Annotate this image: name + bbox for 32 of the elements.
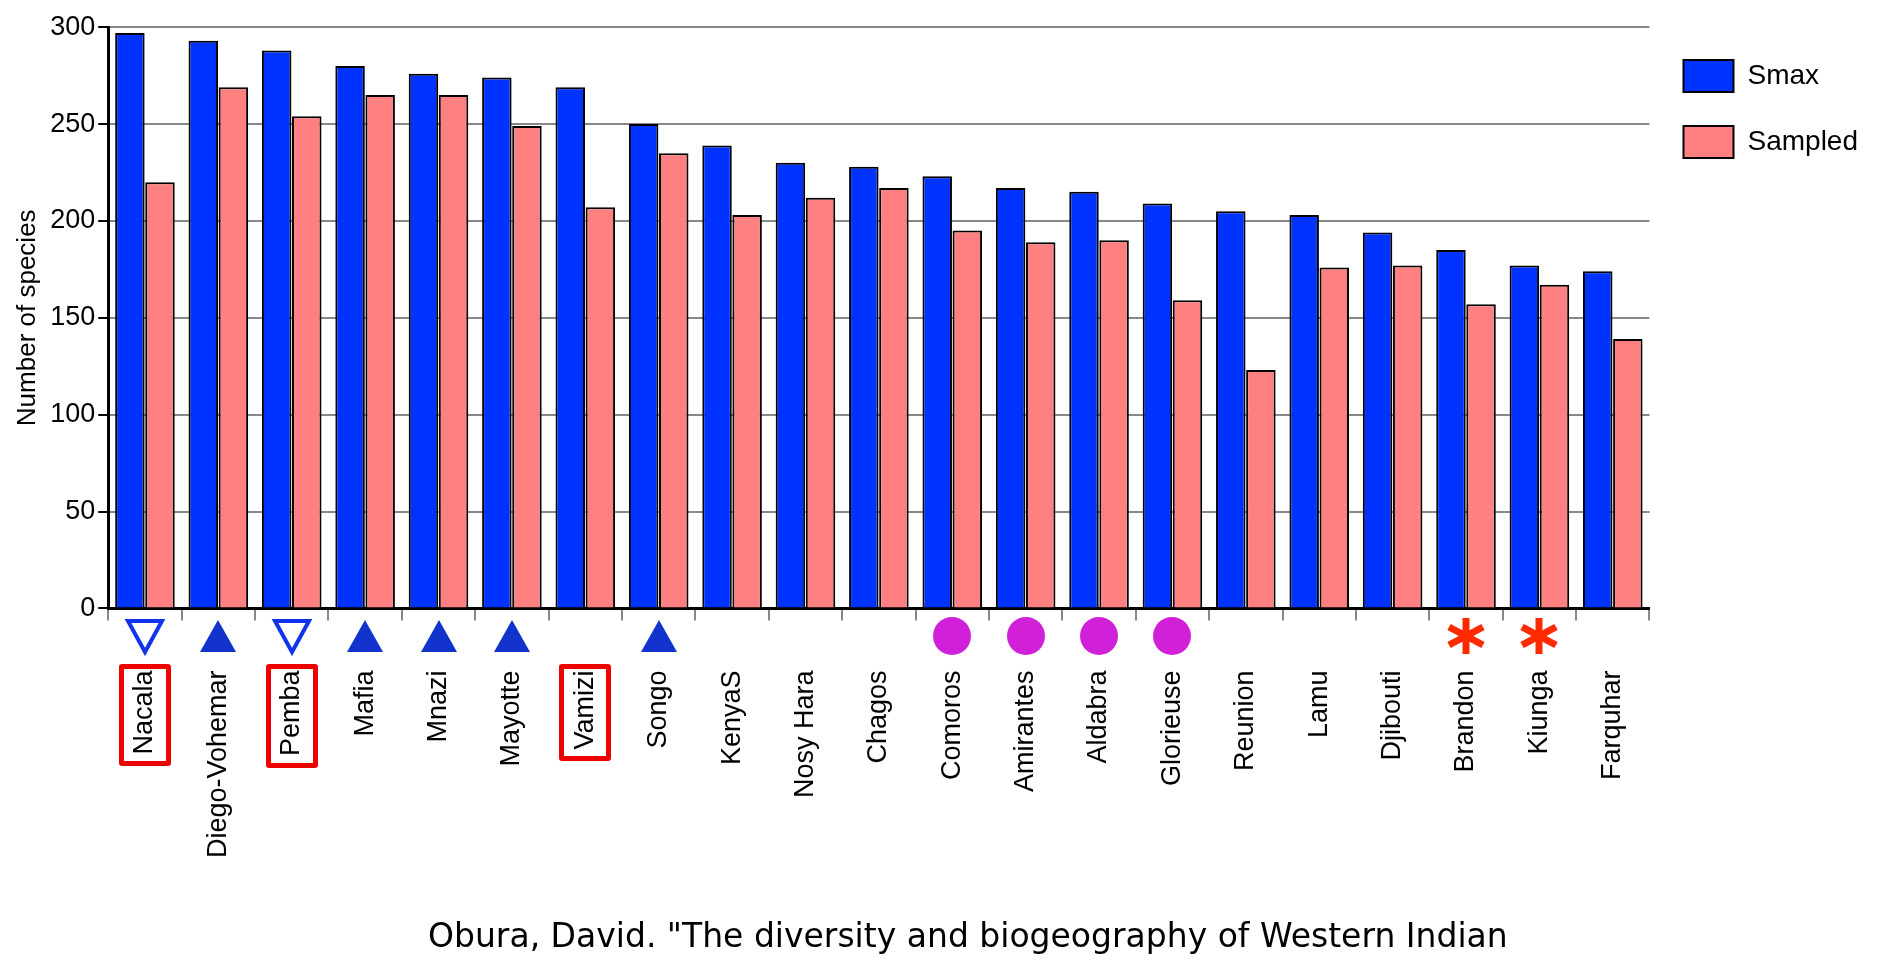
x-tick-label: Aldabra: [1082, 669, 1113, 764]
x-tick-label: Nosy Hara: [788, 669, 819, 798]
x-tick-label: Farquhar: [1596, 670, 1627, 780]
x-tick-label: Brandon: [1449, 670, 1480, 773]
x-tick-label: Comoros: [935, 670, 966, 780]
x-tick-label: Nacala: [128, 669, 159, 755]
x-tick-label: Vamizi: [568, 670, 599, 750]
x-tick-label: Mnazi: [421, 670, 452, 743]
y-tick-label: 0: [80, 591, 96, 622]
y-tick-label: 250: [50, 107, 96, 138]
x-tick-label: KenyaS: [715, 670, 746, 765]
x-tick-label: Mafia: [348, 669, 379, 737]
x-tick-label: Amirantes: [1009, 670, 1040, 792]
x-tick-label: Chagos: [862, 670, 893, 764]
y-axis-title: Number of species: [10, 209, 41, 427]
y-tick-label: 100: [50, 398, 96, 429]
x-tick-label: Pemba: [275, 669, 306, 756]
x-tick-label: Reunion: [1229, 670, 1260, 771]
x-tick-label: Lamu: [1302, 670, 1333, 738]
x-tick-label: Diego-Vohemar: [201, 670, 232, 859]
x-tick-label: Glorieuse: [1155, 670, 1186, 786]
legend-label: Smax: [1747, 58, 1820, 90]
x-tick-label: Mayotte: [495, 670, 526, 767]
y-tick-label: 50: [65, 494, 96, 525]
y-tick-label: 300: [50, 10, 96, 41]
x-tick-label: Songo: [642, 670, 673, 749]
legend-label: Sampled: [1747, 124, 1859, 156]
x-tick-label: Kiunga: [1522, 669, 1553, 755]
y-tick-label: 200: [50, 204, 96, 235]
text: Obura, David. "The diversity and biogeography of Western Indian: [428, 916, 1508, 955]
y-tick-label: 150: [50, 301, 96, 332]
x-tick-label: Djibouti: [1376, 670, 1407, 761]
